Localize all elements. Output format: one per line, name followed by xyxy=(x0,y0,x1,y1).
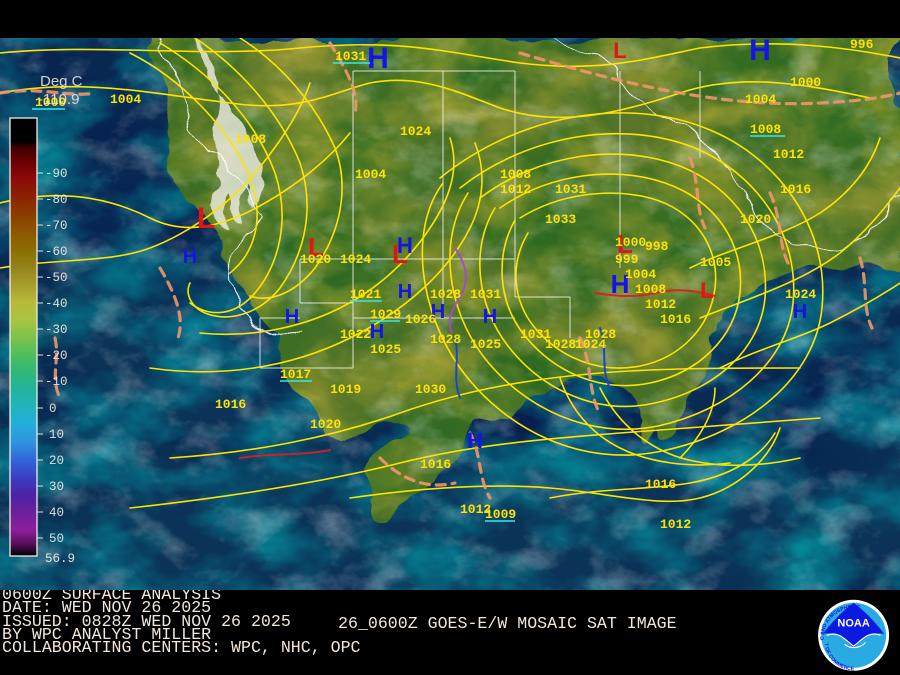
svg-text:1008: 1008 xyxy=(235,132,266,147)
svg-text:-10: -10 xyxy=(45,375,68,389)
svg-text:-20: -20 xyxy=(45,349,68,363)
svg-text:1031: 1031 xyxy=(555,182,586,197)
svg-text:1031: 1031 xyxy=(470,287,501,302)
svg-text:H: H xyxy=(793,301,807,323)
svg-text:Deg C: Deg C xyxy=(40,73,83,90)
svg-text:1024: 1024 xyxy=(400,124,431,139)
svg-text:996: 996 xyxy=(850,38,874,52)
svg-text:10: 10 xyxy=(49,428,64,442)
svg-text:1012: 1012 xyxy=(500,182,531,197)
svg-text:H: H xyxy=(749,38,771,67)
svg-text:1016: 1016 xyxy=(660,312,691,327)
svg-text:-50: -50 xyxy=(45,271,68,285)
svg-text:1004: 1004 xyxy=(110,92,141,107)
svg-text:-40: -40 xyxy=(45,297,68,311)
svg-text:L: L xyxy=(197,202,215,235)
svg-text:1025: 1025 xyxy=(470,337,501,352)
svg-text:1029: 1029 xyxy=(370,307,401,322)
svg-text:1005: 1005 xyxy=(700,255,731,270)
svg-text:1022: 1022 xyxy=(340,327,371,342)
svg-text:56.9: 56.9 xyxy=(45,552,75,566)
svg-text:H: H xyxy=(183,246,197,268)
svg-text:1009: 1009 xyxy=(485,507,516,522)
svg-text:1025: 1025 xyxy=(370,342,401,357)
svg-text:-110.9: -110.9 xyxy=(38,91,79,108)
svg-text:999: 999 xyxy=(615,252,639,267)
svg-text:H: H xyxy=(467,428,483,453)
svg-text:H: H xyxy=(370,321,384,343)
svg-text:1012: 1012 xyxy=(773,147,804,162)
svg-text:1028: 1028 xyxy=(585,327,616,342)
svg-text:1020: 1020 xyxy=(300,252,331,267)
svg-text:H: H xyxy=(397,233,413,258)
svg-text:1016: 1016 xyxy=(780,182,811,197)
svg-text:0: 0 xyxy=(49,402,57,416)
svg-text:L: L xyxy=(700,278,713,303)
svg-text:-80: -80 xyxy=(45,193,68,207)
svg-text:1024: 1024 xyxy=(785,287,816,302)
svg-text:20: 20 xyxy=(49,454,64,468)
svg-text:1004: 1004 xyxy=(355,167,386,182)
svg-text:1012: 1012 xyxy=(645,297,676,312)
svg-text:1028: 1028 xyxy=(430,287,461,302)
svg-text:1028: 1028 xyxy=(545,337,576,352)
svg-text:-90: -90 xyxy=(45,167,68,181)
svg-text:40: 40 xyxy=(49,506,64,520)
svg-text:30: 30 xyxy=(49,480,64,494)
svg-text:1020: 1020 xyxy=(740,212,771,227)
svg-text:-70: -70 xyxy=(45,219,68,233)
svg-text:1008: 1008 xyxy=(500,167,531,182)
svg-text:H: H xyxy=(285,306,299,328)
svg-text:H: H xyxy=(483,306,497,328)
svg-text:-30: -30 xyxy=(45,323,68,337)
svg-text:L: L xyxy=(613,38,626,63)
svg-text:1019: 1019 xyxy=(330,382,361,397)
svg-text:1033: 1033 xyxy=(545,212,576,227)
svg-text:H: H xyxy=(398,281,412,303)
svg-text:1004: 1004 xyxy=(745,92,776,107)
svg-text:998: 998 xyxy=(645,239,669,254)
svg-text:H: H xyxy=(367,42,389,75)
svg-text:1008: 1008 xyxy=(750,122,781,137)
svg-text:-60: -60 xyxy=(45,245,68,259)
svg-text:1016: 1016 xyxy=(645,477,676,492)
svg-text:1028: 1028 xyxy=(430,332,461,347)
svg-text:1024: 1024 xyxy=(340,252,371,267)
svg-text:1012: 1012 xyxy=(660,517,691,532)
svg-text:1026: 1026 xyxy=(405,312,436,327)
svg-text:1016: 1016 xyxy=(215,397,246,412)
svg-text:1016: 1016 xyxy=(420,457,451,472)
svg-text:1008: 1008 xyxy=(635,282,666,297)
svg-text:1017: 1017 xyxy=(280,367,311,382)
svg-text:1004: 1004 xyxy=(625,267,656,282)
svg-text:1020: 1020 xyxy=(310,417,341,432)
svg-text:1031: 1031 xyxy=(335,49,366,64)
svg-text:1000: 1000 xyxy=(790,75,821,90)
svg-text:50: 50 xyxy=(49,532,64,546)
svg-text:1030: 1030 xyxy=(415,382,446,397)
svg-text:1000: 1000 xyxy=(615,235,646,250)
svg-text:1021: 1021 xyxy=(350,287,381,302)
